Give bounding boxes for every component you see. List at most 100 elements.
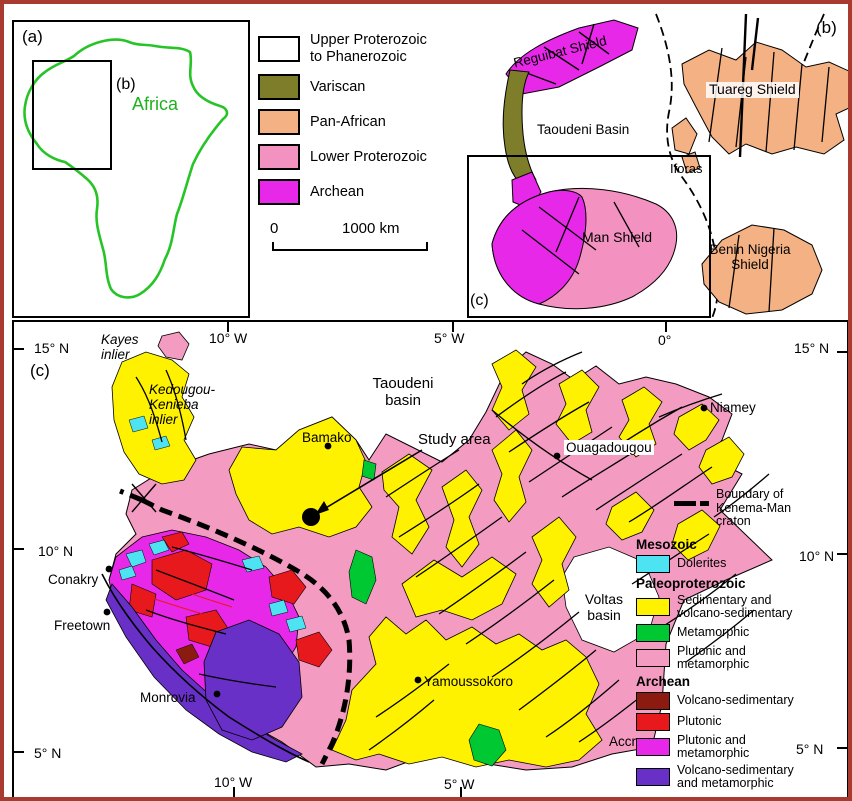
legend-item-volcano-sedimentary: Volcano-sedimentary <box>636 692 848 710</box>
legend-label: Lower Proterozoic <box>310 149 427 165</box>
lon-10w-bottom: 10° W <box>214 774 253 790</box>
panel-c-label: (c) <box>30 361 50 380</box>
taoudeni-basin-label-b: Taoudeni Basin <box>537 122 630 137</box>
kedougou-kenieba-label: Kedougou- Kenieba inlier <box>149 382 216 428</box>
legend-label: Volcano-sedimentary and metamorphic <box>677 762 794 790</box>
swatch-variscan <box>258 74 300 101</box>
frame-ticks <box>14 322 847 797</box>
africa-outline-map <box>23 38 229 299</box>
swatch-lower-proterozoic <box>258 144 300 171</box>
swatch-sedimentary <box>636 598 670 617</box>
coastline <box>101 573 310 763</box>
sedimentary-yellow-shapes <box>111 349 745 768</box>
lon-10w-top: 10° W <box>209 330 248 346</box>
study-area-marker <box>302 449 423 526</box>
city-label-accra: Accra <box>609 734 644 749</box>
swatch-plutonic-metamorphic-archean <box>636 738 670 757</box>
kayes-inlier-label: Kayes inlier <box>101 332 139 363</box>
panel-b-inset-rect-c <box>467 155 711 318</box>
city-label-conakry: Conakry <box>48 572 99 587</box>
city-label-monrovia: Monrovia <box>140 690 196 705</box>
iforas-shape <box>671 117 701 174</box>
kenema-man-boundary <box>119 483 353 766</box>
swatch-volcano-sed-metamorphic <box>636 767 670 786</box>
man-shield-label: Man Shield <box>582 229 653 245</box>
panel-a-label: (a) <box>22 27 43 46</box>
legend-label: Metamorphic <box>677 624 750 639</box>
panel-b-label: (b) <box>816 18 837 37</box>
swatch-pan-african <box>258 109 300 136</box>
legend-label: Variscan <box>310 79 366 95</box>
legend-item-plutonic-metamorphic-archean: Plutonic and metamorphic <box>636 733 848 761</box>
boundary-dash-symbol <box>674 501 696 506</box>
swatch-plutonic-metamorphic <box>636 648 670 667</box>
benin-nigeria-shield-shape <box>701 224 823 315</box>
conakry-dot <box>105 565 113 573</box>
panel-b-inset-label-c: (c) <box>470 292 489 309</box>
legend-item-variscan: Variscan <box>258 74 480 101</box>
scale-bar-tick-right <box>426 242 428 252</box>
boundary-dash-symbol-2 <box>700 501 709 506</box>
legend-label: Plutonic and metamorphic <box>677 643 750 671</box>
kayes-inlier-shape <box>157 331 190 361</box>
legend-item-sedimentary: Sedimentary and volcano-sedimentary <box>636 593 848 621</box>
legend-label: Upper Proterozoic to Phanerozoic <box>310 32 427 65</box>
yamoussokoro-dot <box>414 676 422 684</box>
reguibat-shield-shape <box>505 19 639 95</box>
legend-label: Plutonic and metamorphic <box>677 733 750 761</box>
legend-title-archean: Archean <box>636 674 691 689</box>
scale-end-label: 1000 km <box>342 220 400 238</box>
freetown-dot <box>103 608 111 616</box>
africa-coastline <box>23 38 229 299</box>
scale-bar-line <box>272 249 428 252</box>
legend-label: Dolerites <box>677 556 727 571</box>
legend-item-dolerites: Dolerites <box>636 555 848 573</box>
legend-boundary-row: Boundary of Kenema-Man craton <box>636 487 848 534</box>
legend-item-pan-african: Pan-African <box>258 109 480 136</box>
legend-label: Plutonic <box>677 714 722 729</box>
monrovia-dot <box>213 690 221 698</box>
man-shield-shape <box>491 187 678 310</box>
legend-label: Volcano-sedimentary <box>677 693 794 708</box>
city-label-ouagadougou: Ouagadougou <box>564 440 654 455</box>
panel-a: (a) (b) Africa <box>12 20 250 318</box>
legend-item-plutonic: Plutonic <box>636 713 848 731</box>
lat-15n-right: 15° N <box>794 340 830 356</box>
scale-bar: 0 1000 km <box>258 221 480 267</box>
bamako-dot <box>324 442 332 450</box>
swatch-dolerites <box>636 555 670 573</box>
panel-b-map <box>491 13 848 319</box>
lat-5n-right: 5° N <box>796 741 824 757</box>
ouagadougou-dot <box>553 452 561 460</box>
scale-bar-tick-left <box>272 242 274 252</box>
city-label-niamey: Niamey <box>710 400 756 415</box>
panel-c-map <box>14 322 847 797</box>
city-label-bamako: Bamako <box>302 430 352 445</box>
city-label-freetown: Freetown <box>54 618 111 633</box>
lat-5n-left: 5° N <box>34 745 62 761</box>
legend-label: Pan-African <box>310 114 386 130</box>
legend-title-paleoproterozoic: Paleoproterozoic <box>636 576 746 591</box>
taoudeni-basin-label-c: Taoudeni basin <box>372 375 434 409</box>
legend-item-lower-proterozoic: Lower Proterozoic <box>258 144 480 171</box>
legend-item-volcano-sed-metamorphic: Volcano-sedimentary and metamorphic <box>636 762 848 791</box>
lon-5w-top: 5° W <box>434 330 465 346</box>
swatch-upper-proterozoic <box>258 35 300 62</box>
lon-0-top: 0° <box>658 332 672 348</box>
legend-item-plutonic-metamorphic: Plutonic and metamorphic <box>636 643 848 672</box>
iforas-label: Iforas <box>670 161 703 176</box>
lat-10n-right: 10° N <box>799 548 835 564</box>
archean-purple-shapes <box>105 583 303 763</box>
panel-a-inset-rect <box>32 60 112 170</box>
study-area-label: Study area <box>418 431 491 448</box>
legend-item-archean: Archean <box>258 179 480 206</box>
fault-lines <box>135 351 770 751</box>
legend-item-metamorphic: Metamorphic <box>636 623 848 642</box>
benin-nigeria-shield-label: Benin Nigeria Shield <box>709 242 791 273</box>
lat-15n-left: 15° N <box>34 340 70 356</box>
voltas-basin-label: Voltas basin <box>584 591 624 623</box>
swatch-archean <box>258 179 300 206</box>
fault-lines-red <box>148 583 233 620</box>
tuareg-shield-label: Tuareg Shield <box>706 81 799 98</box>
